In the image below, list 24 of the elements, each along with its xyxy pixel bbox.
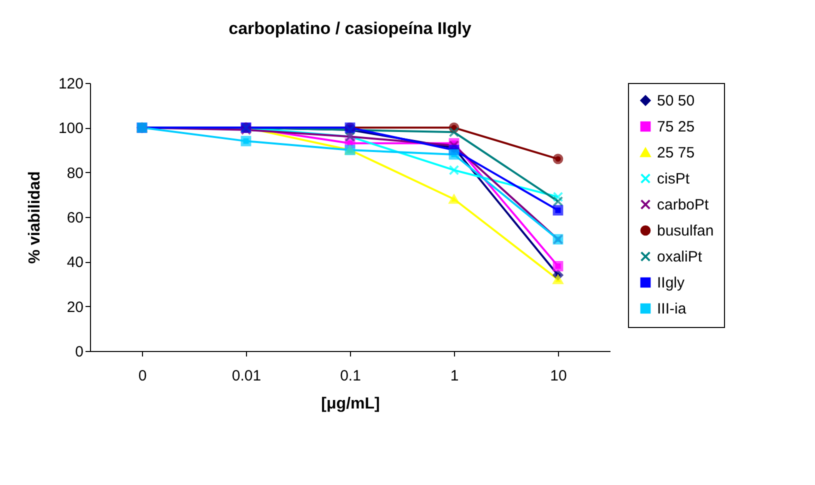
legend-label: busulfan [657, 222, 714, 240]
y-tick-label: 80 [66, 164, 84, 182]
x-tick-label: 0.1 [340, 368, 361, 384]
legend-label: carboPt [657, 196, 710, 214]
y-tick-label: 100 [58, 120, 84, 138]
x-tick-label: 0.01 [232, 368, 262, 384]
y-tick-label: 0 [75, 344, 84, 360]
y-tick-label: 120 [58, 76, 84, 92]
y-tick-label: 40 [66, 254, 84, 272]
x-axis-title: [μg/mL] [321, 396, 380, 412]
legend-label: 75 25 [657, 118, 695, 136]
x-tick-label: 1 [450, 368, 459, 384]
y-tick-label: 20 [66, 298, 84, 316]
legend-label: IIgly [657, 274, 686, 292]
legend-label: cisPt [657, 170, 690, 188]
chart-title: carboplatino / casiopeína IIgly [228, 19, 472, 38]
legend-label: oxaliPt [657, 248, 703, 266]
legend-label: III-ia [657, 300, 687, 318]
legend-label: 50 50 [657, 92, 695, 110]
y-tick-label: 60 [66, 210, 84, 226]
legend-label: 25 75 [657, 144, 695, 162]
x-tick-label: 10 [550, 368, 567, 384]
x-tick-label: 0 [138, 368, 147, 384]
y-axis-title: % viabilidad [26, 171, 44, 264]
